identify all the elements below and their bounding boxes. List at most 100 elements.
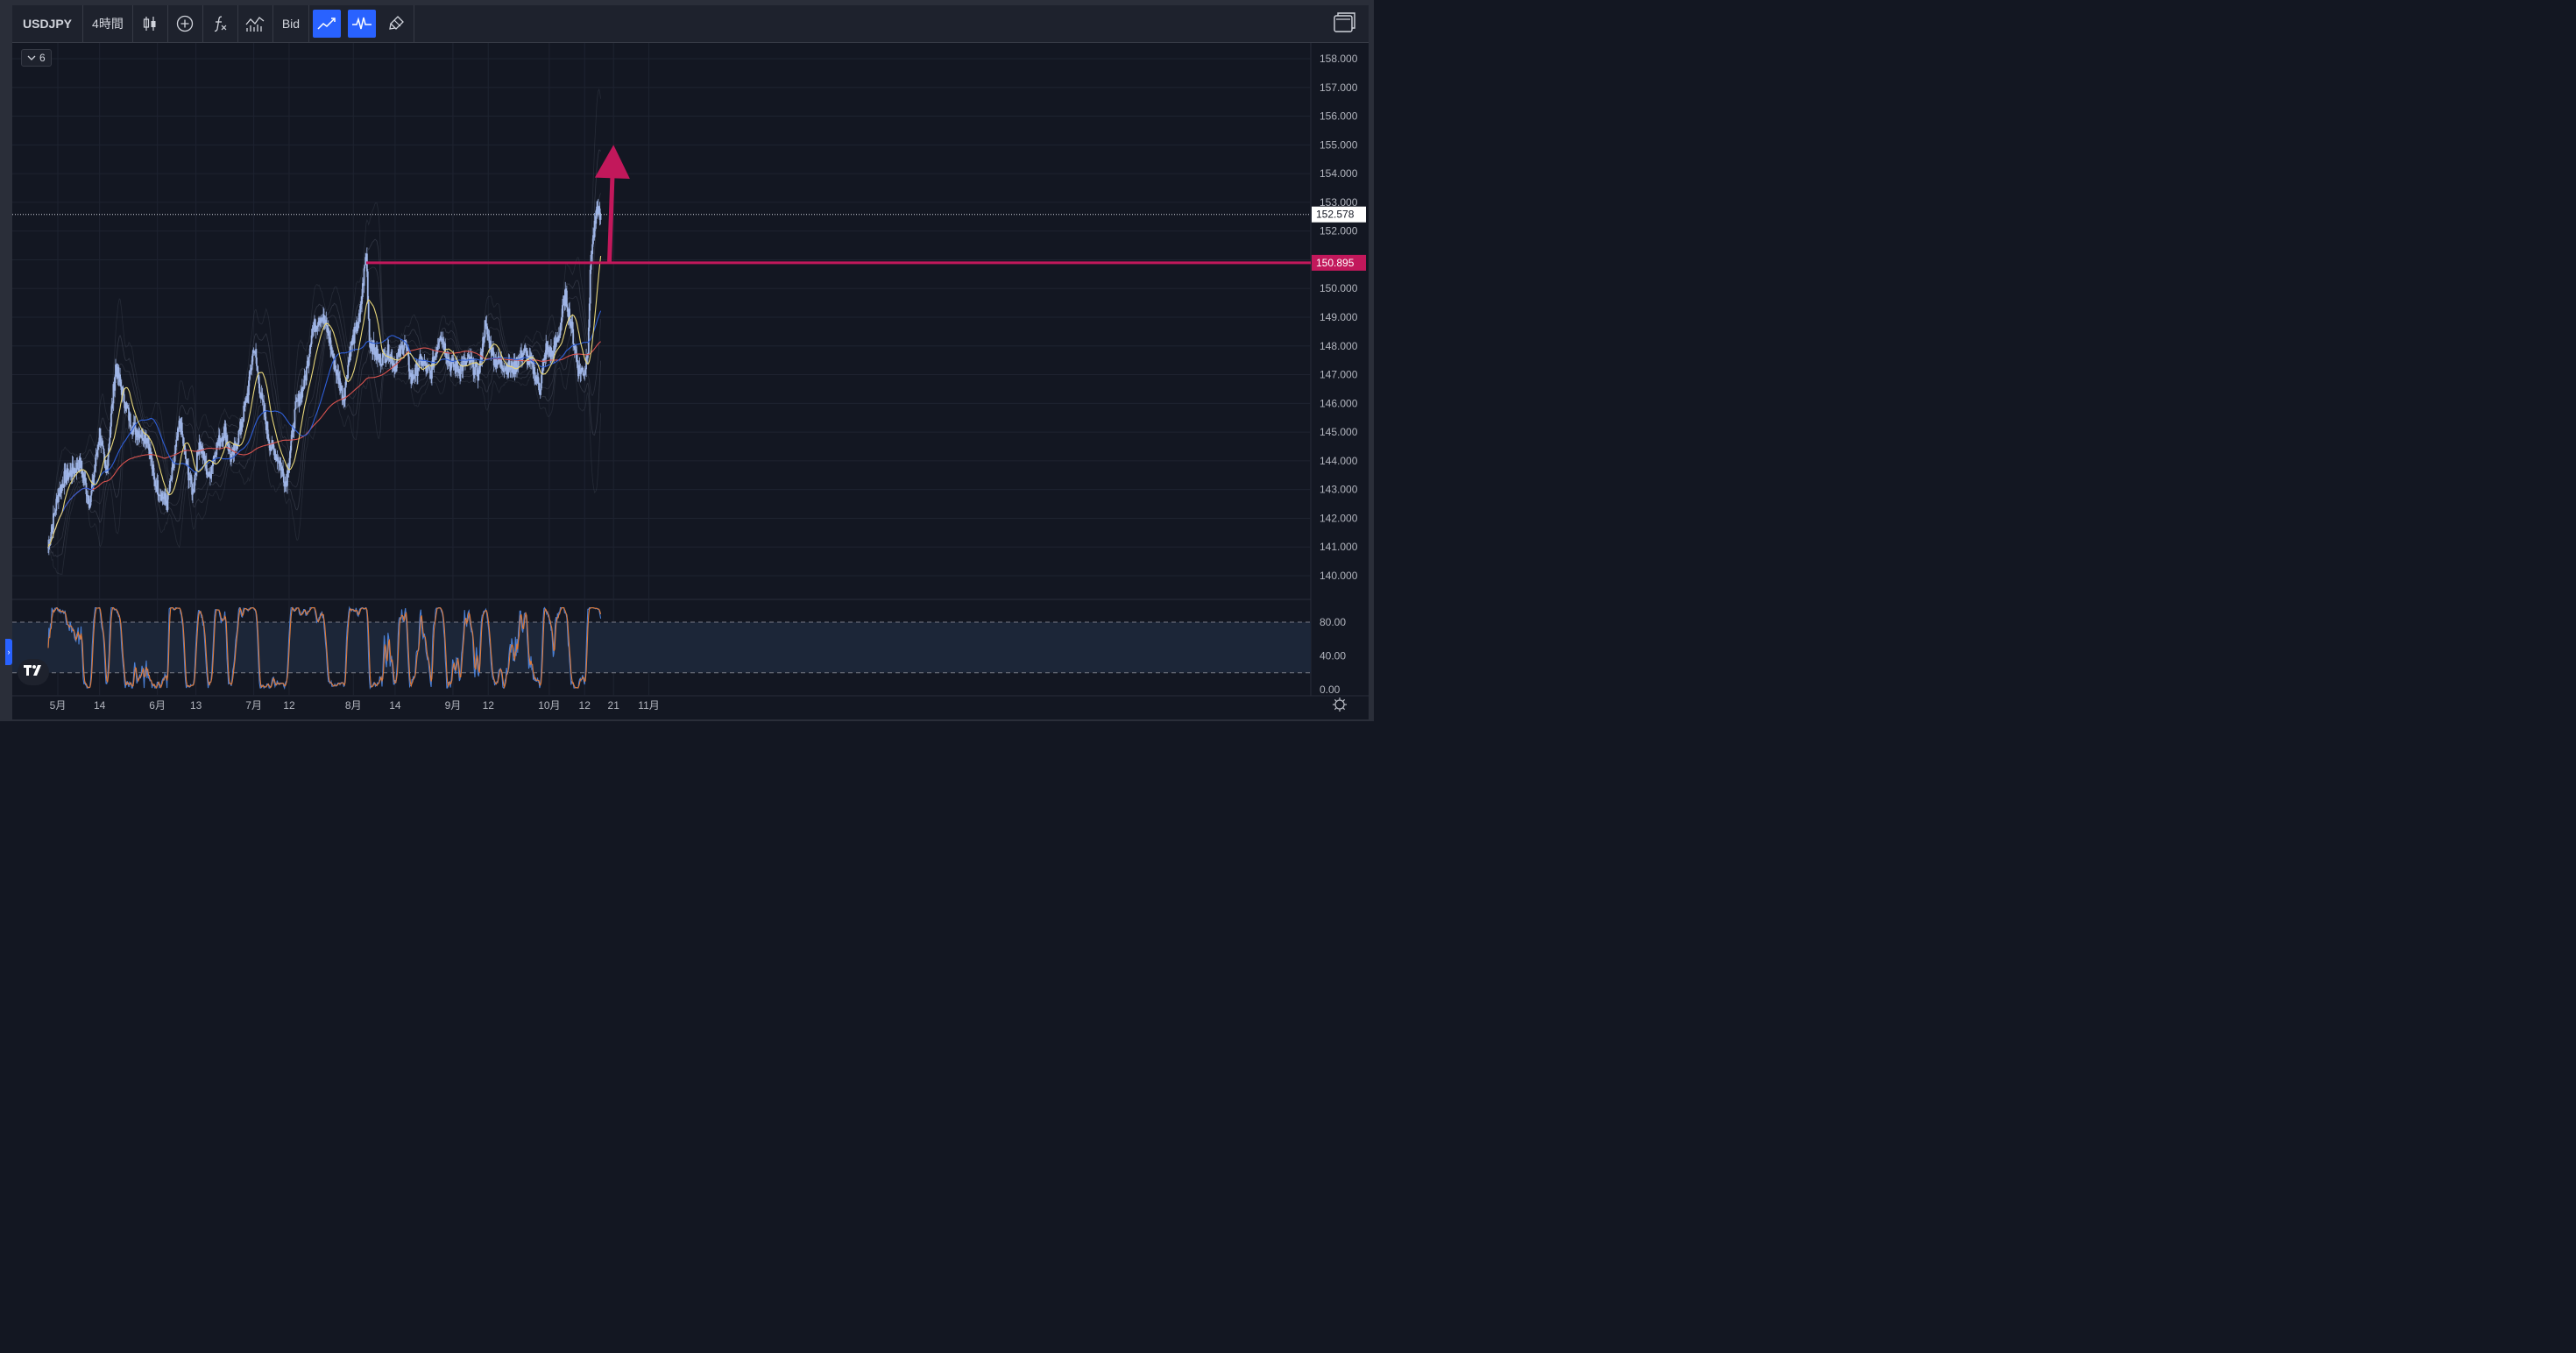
drawing-panel-handle[interactable]: › (5, 639, 12, 665)
candle-body (184, 450, 187, 459)
candle-body (91, 479, 94, 491)
price-source-button[interactable]: Bid (273, 5, 310, 42)
time-tick-label: 6月 (149, 699, 166, 712)
candle-body (237, 430, 240, 443)
candle-body (459, 374, 461, 376)
candle-body (55, 499, 58, 511)
band-upper (47, 88, 601, 548)
candle-body (141, 429, 144, 441)
candle-body (587, 327, 590, 354)
add-indicator-button[interactable] (168, 5, 203, 42)
candle-body (251, 365, 253, 371)
clear-drawings-button[interactable] (379, 5, 415, 42)
candle-body (294, 409, 296, 429)
candle-body (402, 350, 405, 354)
candle-body (421, 356, 423, 366)
candle-body (106, 465, 109, 467)
candle-body (159, 495, 160, 497)
candle-body (453, 365, 456, 367)
trend-arrow-head (594, 145, 630, 180)
candle-body (67, 475, 70, 480)
candle-body (592, 235, 594, 244)
chart-area[interactable]: 158.000 157.000 156.000 155.000 154.000 153.0… (5, 43, 1369, 719)
line-tool-button[interactable] (313, 10, 342, 38)
indicators-button[interactable] (203, 5, 238, 42)
price-tick-label: 154.000 (1320, 167, 1358, 180)
candle-body (486, 326, 489, 335)
indicator-legend-toggle[interactable]: 6 (21, 49, 52, 67)
candle-body (269, 447, 272, 451)
candle-body (268, 439, 271, 444)
price-tick-label: 156.000 (1320, 110, 1358, 123)
price-tick-label: 143.000 (1320, 484, 1358, 496)
candle-body (541, 367, 544, 374)
oscillator-button[interactable] (348, 10, 377, 38)
candle-body (558, 335, 561, 336)
candle-body (266, 421, 269, 435)
candle-body (517, 359, 520, 369)
candle-body (435, 353, 437, 356)
ma-fast-line (47, 256, 602, 548)
candle-body (381, 352, 384, 365)
candle-body (476, 364, 478, 377)
candle-body (153, 472, 155, 479)
candle-body (242, 421, 244, 422)
candle-body (301, 386, 303, 399)
candle-body (493, 365, 496, 366)
tradingview-logo[interactable] (18, 659, 49, 685)
candle-body (252, 350, 255, 352)
candle-body (347, 365, 350, 379)
candle-body (417, 367, 420, 370)
candle-body (534, 378, 536, 381)
candle-body (357, 323, 359, 328)
candle-body (478, 361, 481, 373)
compare-button[interactable] (238, 5, 273, 42)
candle-body (314, 319, 316, 332)
candle-body (130, 426, 132, 431)
candle-body (341, 386, 343, 400)
candle-body (565, 288, 567, 291)
candle-body (510, 365, 513, 370)
candle-body (581, 367, 584, 371)
price-chart[interactable]: 158.000 157.000 156.000 155.000 154.000 153.0… (12, 43, 1369, 719)
candle-body (356, 322, 358, 331)
current-price-tag (1312, 206, 1366, 223)
chevron-right-icon: › (7, 648, 11, 656)
gear-tooth (1334, 698, 1337, 702)
candle-body (524, 348, 527, 351)
candle-body (173, 453, 176, 462)
symbol-button[interactable]: USDJPY (12, 5, 84, 42)
candle-body (188, 466, 189, 481)
candle-body (435, 353, 437, 355)
candle-body (175, 439, 178, 447)
candle-body (287, 470, 288, 486)
candle-body (123, 388, 125, 402)
candle-body (169, 480, 172, 482)
price-tick-label: 142.000 (1320, 512, 1358, 524)
candle-body (445, 353, 447, 358)
time-tick-label: 13 (190, 699, 202, 712)
interval-button[interactable]: 4時間 (83, 5, 133, 42)
chevron-down-icon (27, 52, 36, 64)
layout-button[interactable] (1330, 9, 1360, 39)
candle-body (569, 308, 571, 325)
time-tick-label: 10月 (538, 699, 560, 712)
candle-body (339, 378, 341, 391)
tradingview-logo-icon (23, 664, 44, 681)
candle-body (243, 405, 245, 421)
candle-body (259, 393, 261, 398)
candle-body (348, 360, 350, 365)
candle-body (376, 347, 378, 360)
candle-body (343, 400, 345, 401)
chart-type-button[interactable] (133, 5, 168, 42)
candle-body (495, 358, 498, 368)
candle-body (81, 460, 83, 471)
candle-body (450, 362, 452, 371)
candle-body (145, 434, 147, 443)
candle-body (264, 409, 266, 421)
candle-body (433, 358, 435, 368)
candle-body (302, 387, 305, 390)
candle-body (386, 358, 387, 363)
candle-body (361, 283, 364, 297)
ma-mid-line (47, 310, 602, 548)
